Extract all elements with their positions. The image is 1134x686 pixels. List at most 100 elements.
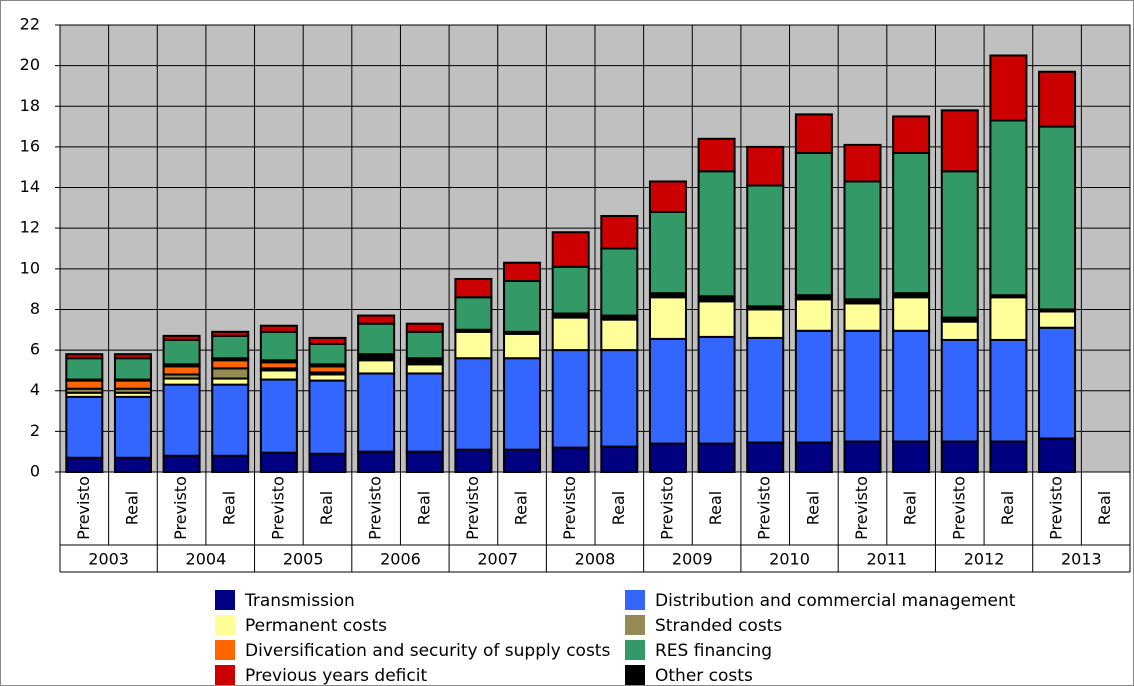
bar-segment: [259, 324, 298, 333]
x-tick-label: Real: [1095, 491, 1114, 526]
legend-label: Permanent costs: [245, 616, 387, 636]
group-label: 2006: [380, 550, 421, 569]
bar-segment: [1038, 125, 1077, 311]
bar-segment: [746, 145, 785, 187]
bar-segment: [113, 379, 152, 390]
bar-segment: [551, 231, 590, 268]
legend-label: Distribution and commercial management: [655, 591, 1016, 611]
bar-segment: [940, 109, 979, 173]
x-tick-label: Previsto: [74, 476, 93, 540]
x-tick-label: Real: [414, 491, 433, 526]
bar-segment: [843, 329, 882, 443]
bar-segment: [1038, 70, 1077, 128]
bar-segment: [357, 314, 396, 325]
x-tick-label: Previsto: [560, 476, 579, 540]
y-tick-label: 8: [30, 299, 40, 318]
bar-segment: [697, 335, 736, 445]
x-tick-label: Previsto: [852, 476, 871, 540]
bar-segment: [65, 379, 104, 390]
legend-label: Diversification and security of supply c…: [245, 641, 610, 661]
group-label: 2005: [283, 550, 324, 569]
group-label: 2013: [1061, 550, 1102, 569]
bar-segment: [113, 395, 152, 459]
bar-segment: [211, 454, 250, 473]
bar-segment: [697, 170, 736, 298]
bar-segment: [600, 247, 639, 317]
bar-segment: [259, 330, 298, 362]
bar-segment: [892, 440, 931, 474]
bar-segment: [843, 302, 882, 332]
bar-segment: [989, 440, 1028, 474]
x-tick-label: Real: [998, 491, 1017, 526]
x-tick-label: Real: [220, 491, 239, 526]
bar-segment: [454, 277, 493, 299]
x-tick-label: Previsto: [463, 476, 482, 540]
bar-segment: [892, 152, 931, 295]
bar-segment: [503, 280, 542, 333]
bar-segment: [551, 316, 590, 352]
bar-segment: [454, 330, 493, 360]
bar-segment: [843, 143, 882, 183]
bar-segment: [503, 357, 542, 451]
bar-segment: [746, 184, 785, 308]
bar-segment: [746, 308, 785, 339]
bar-segment: [308, 336, 347, 345]
bar-segment: [648, 296, 687, 340]
x-tick-label: Real: [706, 491, 725, 526]
x-tick-label: Previsto: [1047, 476, 1066, 540]
bar-segment: [162, 365, 201, 376]
bar-segment: [65, 353, 104, 360]
bar-segment: [843, 180, 882, 301]
y-tick-label: 18: [20, 96, 40, 115]
x-tick-label: Real: [901, 491, 920, 526]
bar-segment: [503, 448, 542, 473]
group-label: 2010: [769, 550, 810, 569]
legend-swatch: [625, 640, 645, 660]
bar-segment: [892, 115, 931, 155]
x-tick-label: Previsto: [366, 476, 385, 540]
legend-swatch: [625, 665, 645, 685]
bar-segment: [600, 214, 639, 250]
group-label: 2004: [186, 550, 227, 569]
bar-segment: [259, 451, 298, 473]
bar-segment: [746, 441, 785, 473]
bar-segment: [892, 329, 931, 443]
group-label: 2003: [88, 550, 129, 569]
bar-segment: [405, 322, 444, 333]
bar-segment: [259, 378, 298, 454]
bar-segment: [357, 372, 396, 453]
bar-segment: [259, 369, 298, 381]
bar-segment: [211, 367, 250, 380]
legend-label: RES financing: [655, 641, 772, 661]
bar-segment: [162, 334, 201, 341]
x-tick-label: Previsto: [268, 476, 287, 540]
bar-segment: [162, 383, 201, 457]
bar-segment: [892, 296, 931, 332]
bar-segment: [794, 298, 833, 332]
bar-segment: [648, 442, 687, 473]
y-tick-label: 16: [20, 136, 40, 155]
bar-segment: [989, 119, 1028, 297]
bar-segment: [113, 353, 152, 360]
y-tick-label: 20: [20, 55, 40, 74]
bar-segment: [211, 334, 250, 360]
x-tick-label: Previsto: [657, 476, 676, 540]
bar-segment: [162, 338, 201, 366]
bar-segment: [162, 454, 201, 473]
bar-segment: [454, 296, 493, 331]
bar-segment: [1038, 437, 1077, 474]
x-tick-label: Previsto: [171, 476, 190, 540]
bar-segment: [405, 450, 444, 474]
bar-segment: [65, 357, 104, 381]
group-label: 2011: [866, 550, 907, 569]
x-tick-label: Real: [512, 491, 531, 526]
legend-label: Other costs: [655, 666, 753, 686]
bar-segment: [843, 440, 882, 474]
bar-segment: [357, 322, 396, 356]
legend-label: Stranded costs: [655, 616, 782, 636]
bar-segment: [65, 395, 104, 459]
bar-segment: [940, 338, 979, 443]
legend-swatch: [215, 615, 235, 635]
bar-segment: [1038, 326, 1077, 440]
